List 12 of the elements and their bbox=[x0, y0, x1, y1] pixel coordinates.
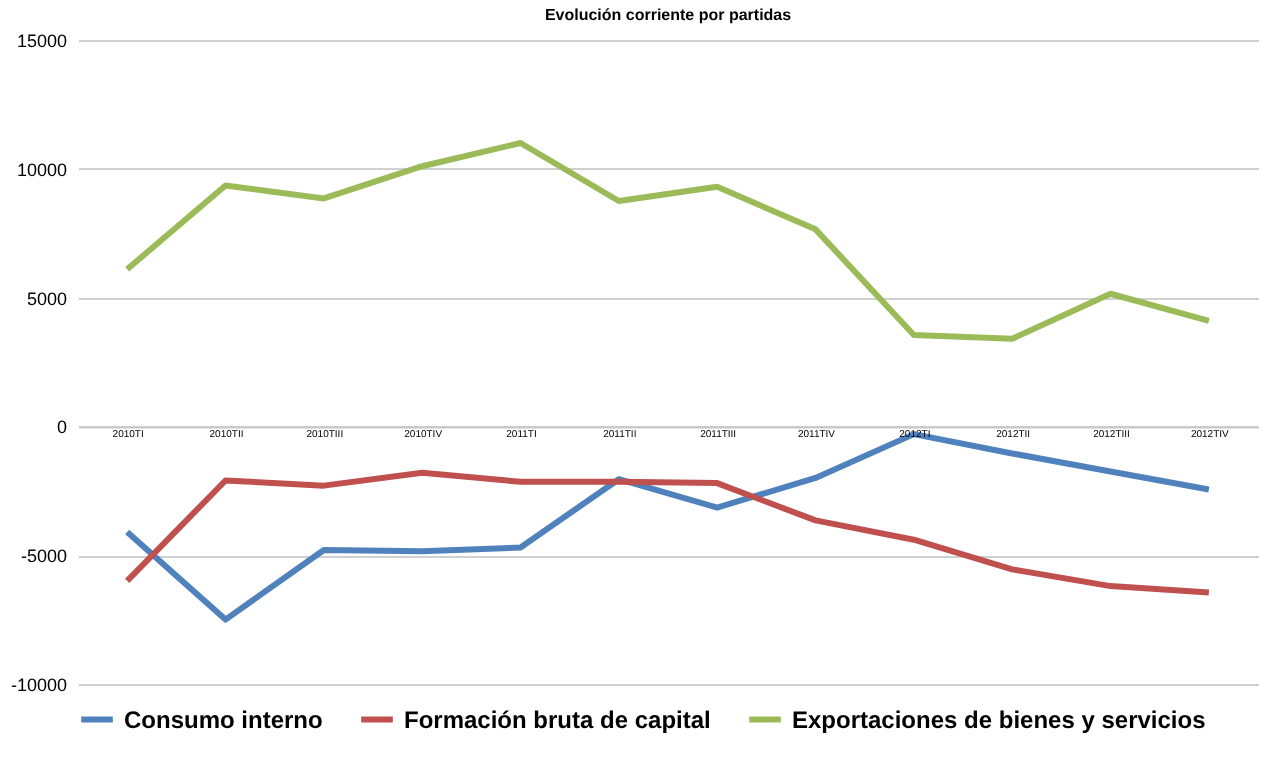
y-tick-label: -5000 bbox=[20, 546, 67, 567]
legend-label: Formación bruta de capital bbox=[404, 705, 711, 734]
legend-label: Consumo interno bbox=[124, 705, 323, 734]
line-series bbox=[124, 469, 1212, 596]
y-tick-label: 10000 bbox=[16, 159, 67, 180]
line-series bbox=[124, 140, 1212, 342]
y-tick-label: -10000 bbox=[10, 675, 67, 695]
chart-title: Evolución corriente por partidas bbox=[544, 6, 793, 24]
legend-label: Exportaciones de bienes y servicios bbox=[792, 705, 1207, 734]
y-tick-label: 0 bbox=[56, 417, 67, 438]
y-tick-label: 5000 bbox=[26, 288, 67, 309]
y-tick-label: 15000 bbox=[16, 31, 67, 51]
